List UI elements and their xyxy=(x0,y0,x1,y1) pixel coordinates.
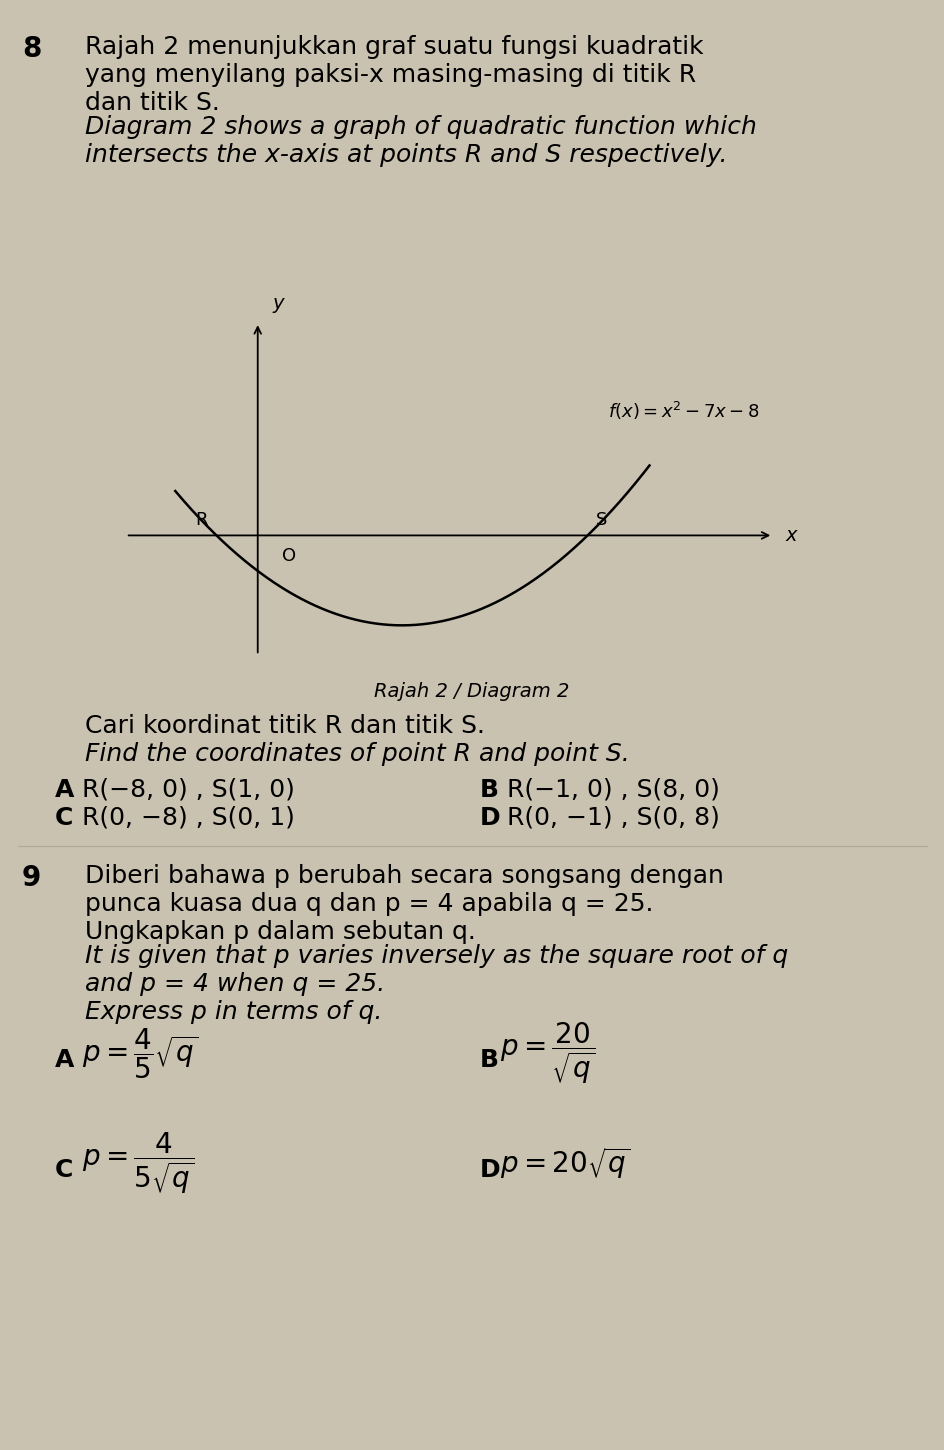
Text: R(−8, 0) , S(1, 0): R(−8, 0) , S(1, 0) xyxy=(82,777,295,802)
Text: B: B xyxy=(480,1048,498,1072)
Text: and p = 4 when q = 25.: and p = 4 when q = 25. xyxy=(85,972,385,996)
Text: R(0, −1) , S(0, 8): R(0, −1) , S(0, 8) xyxy=(507,806,719,829)
Text: C: C xyxy=(55,806,74,829)
Text: Cari koordinat titik R dan titik S.: Cari koordinat titik R dan titik S. xyxy=(85,713,484,738)
Text: B: B xyxy=(480,777,498,802)
Text: dan titik S.: dan titik S. xyxy=(85,91,220,115)
Text: intersects the x-axis at points R and S respectively.: intersects the x-axis at points R and S … xyxy=(85,144,727,167)
Text: Find the coordinates of point R and point S.: Find the coordinates of point R and poin… xyxy=(85,742,629,766)
Text: It is given that p varies inversely as the square root of q: It is given that p varies inversely as t… xyxy=(85,944,787,967)
Text: x: x xyxy=(784,526,796,545)
Text: Rajah 2 / Diagram 2: Rajah 2 / Diagram 2 xyxy=(374,682,569,700)
Text: $p = \dfrac{4}{5\sqrt{q}}$: $p = \dfrac{4}{5\sqrt{q}}$ xyxy=(82,1131,194,1196)
Text: Diagram 2 shows a graph of quadratic function which: Diagram 2 shows a graph of quadratic fun… xyxy=(85,115,756,139)
Text: A: A xyxy=(55,777,75,802)
Text: Ungkapkan p dalam sebutan q.: Ungkapkan p dalam sebutan q. xyxy=(85,919,476,944)
Text: $p = 20\sqrt{q}$: $p = 20\sqrt{q}$ xyxy=(499,1146,630,1182)
Text: D: D xyxy=(480,1157,500,1182)
Text: yang menyilang paksi-x masing-masing di titik R: yang menyilang paksi-x masing-masing di … xyxy=(85,62,696,87)
Text: Rajah 2 menunjukkan graf suatu fungsi kuadratik: Rajah 2 menunjukkan graf suatu fungsi ku… xyxy=(85,35,703,59)
Text: Diberi bahawa p berubah secara songsang dengan: Diberi bahawa p berubah secara songsang … xyxy=(85,864,723,887)
Text: $f(x) = x^2 - 7x - 8$: $f(x) = x^2 - 7x - 8$ xyxy=(608,400,759,422)
Text: O: O xyxy=(282,547,296,564)
Text: A: A xyxy=(55,1048,75,1072)
Text: C: C xyxy=(55,1157,74,1182)
Text: S: S xyxy=(596,510,607,529)
Text: R(−1, 0) , S(8, 0): R(−1, 0) , S(8, 0) xyxy=(507,777,719,802)
Text: Express p in terms of q.: Express p in terms of q. xyxy=(85,999,382,1024)
Text: 9: 9 xyxy=(22,864,42,892)
Text: R(0, −8) , S(0, 1): R(0, −8) , S(0, 1) xyxy=(82,806,295,829)
Text: y: y xyxy=(272,294,284,313)
Text: D: D xyxy=(480,806,500,829)
Text: punca kuasa dua q dan p = 4 apabila q = 25.: punca kuasa dua q dan p = 4 apabila q = … xyxy=(85,892,653,916)
Text: $p = \dfrac{20}{\sqrt{q}}$: $p = \dfrac{20}{\sqrt{q}}$ xyxy=(499,1021,595,1086)
Text: 8: 8 xyxy=(22,35,42,62)
Text: R: R xyxy=(195,510,208,529)
Text: $p = \dfrac{4}{5}\sqrt{q}$: $p = \dfrac{4}{5}\sqrt{q}$ xyxy=(82,1027,198,1080)
